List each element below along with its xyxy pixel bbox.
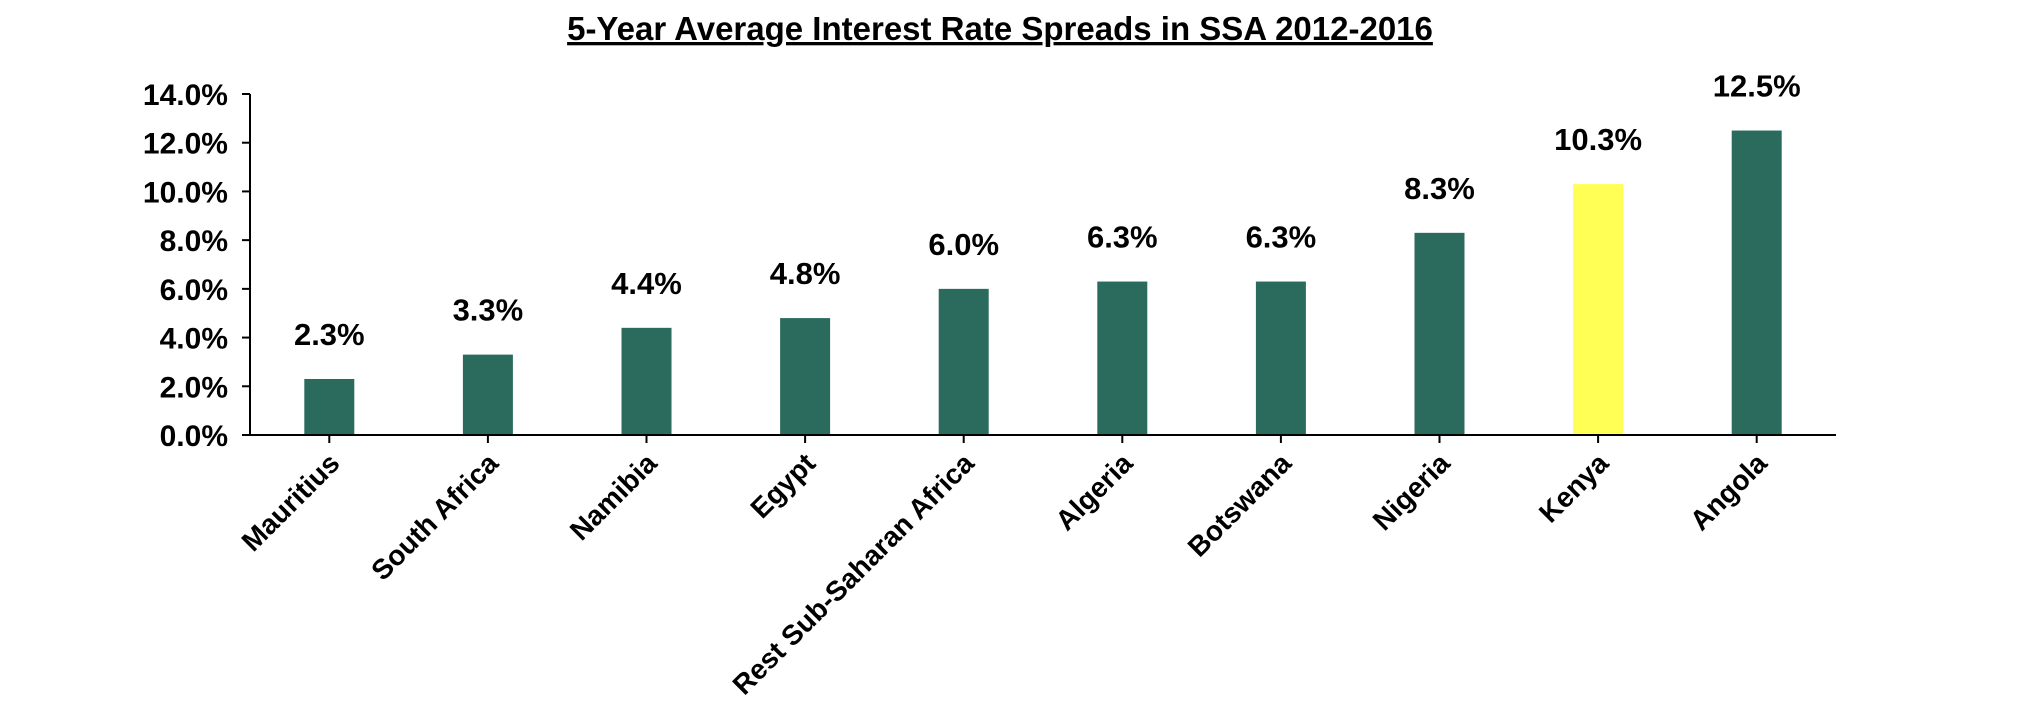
y-tick-label: 12.0%	[143, 128, 228, 161]
y-tick-label: 8.0%	[160, 225, 228, 258]
y-tick-label: 10.0%	[143, 176, 228, 209]
bar-rest-sub-saharan-africa	[938, 288, 989, 435]
data-label: 6.3%	[1087, 220, 1158, 255]
bar-nigeria	[1414, 232, 1465, 435]
y-tick-label: 6.0%	[160, 274, 228, 307]
bar-mauritius	[304, 378, 355, 435]
data-label: 10.3%	[1554, 122, 1642, 157]
bar-namibia	[621, 327, 672, 435]
bar-algeria	[1097, 281, 1148, 435]
x-tick-label: Algeria	[1049, 447, 1138, 536]
bars	[304, 130, 1782, 436]
data-label: 12.5%	[1713, 69, 1801, 104]
x-tick-label: Kenya	[1533, 447, 1615, 529]
data-label: 2.3%	[294, 317, 365, 352]
data-labels: 2.3% 3.3% 4.4% 4.8% 6.0% 6.3% 6.3% 8.3% 10.3% 12.…	[294, 69, 1801, 352]
x-tick-label: Botswana	[1182, 447, 1298, 563]
x-tick-label: Angola	[1684, 447, 1773, 536]
chart-title: 5-Year Average Interest Rate Spreads in …	[567, 10, 1433, 47]
y-tick-label: 14.0%	[143, 79, 228, 112]
data-label: 8.3%	[1404, 171, 1475, 206]
x-tick-label: Mauritius	[236, 447, 346, 557]
data-label: 6.0%	[928, 227, 999, 262]
x-tick-label: Nigeria	[1367, 447, 1456, 536]
y-tick-label: 0.0%	[160, 420, 228, 453]
bar-kenya	[1573, 184, 1624, 435]
bar-south-africa	[462, 354, 513, 435]
bar-egypt	[780, 318, 831, 435]
y-tick-label: 4.0%	[160, 323, 228, 356]
bar-botswana	[1255, 281, 1306, 435]
data-label: 4.8%	[770, 256, 841, 291]
y-axis: 0.0% 2.0% 4.0% 6.0% 8.0% 10.0% 12.0% 14.0%	[143, 79, 251, 453]
data-label: 6.3%	[1246, 220, 1317, 255]
x-tick-label: South Africa	[365, 447, 504, 586]
data-label: 4.4%	[611, 266, 682, 301]
x-tick-label: Egypt	[744, 447, 821, 524]
data-label: 3.3%	[453, 293, 524, 328]
x-tick-label: Namibia	[564, 447, 663, 546]
y-tick-label: 2.0%	[160, 371, 228, 404]
bar-angola	[1731, 130, 1782, 436]
